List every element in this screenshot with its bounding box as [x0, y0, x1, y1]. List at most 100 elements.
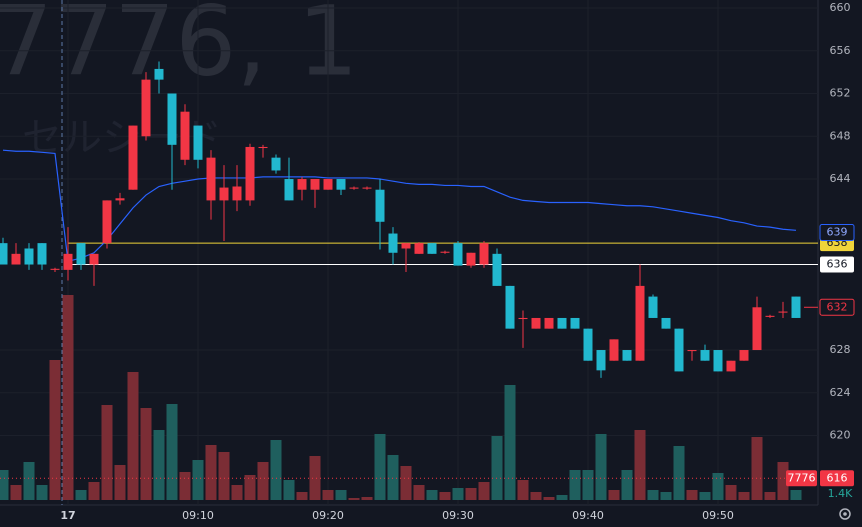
volume-bar: [192, 460, 204, 500]
volume-bar: [361, 497, 373, 500]
candle-body: [11, 253, 21, 265]
volume-bar: [153, 430, 165, 500]
x-tick-label: 09:50: [702, 509, 734, 522]
volume-bar: [400, 466, 412, 500]
candle-body: [245, 146, 255, 201]
candle-body: [167, 93, 177, 145]
volume-bar: [10, 485, 22, 500]
volume-bar: [751, 437, 763, 500]
y-tick-label: 628: [830, 343, 851, 356]
volume-bar: [88, 482, 100, 500]
symbol-badge-label: 7776: [788, 471, 816, 484]
candle-body: [0, 243, 8, 265]
volume-bar: [621, 470, 633, 500]
volume-bar: [348, 498, 360, 500]
candle-body: [349, 187, 359, 189]
volume-bar: [556, 495, 568, 500]
y-tick-label: 648: [830, 129, 851, 142]
volume-bar: [582, 470, 594, 500]
volume-bar: [205, 445, 217, 500]
candle-body: [193, 125, 203, 160]
price-badge-label: 636: [827, 258, 848, 271]
candles: [0, 61, 801, 378]
candle-body: [24, 248, 34, 265]
y-tick-label: 656: [830, 44, 851, 57]
candle-body: [154, 68, 164, 80]
volume-bar: [413, 485, 425, 500]
volume-bar: [127, 372, 139, 500]
candle-body: [570, 317, 580, 329]
volume-bar: [387, 455, 399, 500]
volume-bar: [309, 456, 321, 500]
volume-bar: [36, 485, 48, 500]
volume-bar: [452, 488, 464, 500]
y-tick-label: 620: [830, 429, 851, 442]
volume-bar: [179, 472, 191, 500]
candle-body: [700, 350, 710, 361]
candle-body: [440, 251, 450, 253]
volume-bar: [660, 492, 672, 500]
x-tick-label: 17: [60, 509, 75, 522]
settings-icon[interactable]: [839, 508, 851, 520]
candle-body: [219, 187, 229, 201]
volume-bar: [491, 436, 503, 500]
candle-body: [635, 285, 645, 361]
volume-bar: [504, 385, 516, 500]
vwap-line: [2, 149, 797, 263]
candle-body: [557, 317, 567, 329]
candle-body: [661, 317, 671, 329]
volume-bar: [673, 446, 685, 500]
volume-bar: [426, 490, 438, 500]
candle-body: [791, 296, 801, 318]
volume-bar: [478, 482, 490, 500]
candle-body: [687, 350, 697, 352]
candle-body: [63, 253, 73, 270]
candle-body: [258, 146, 268, 149]
candle-body: [518, 317, 528, 320]
candle-body: [427, 243, 437, 254]
candle-body: [37, 243, 47, 265]
candle-body: [76, 243, 86, 265]
y-tick-label: 644: [830, 172, 851, 185]
symbol-price-badge: [820, 470, 854, 487]
candle-body: [128, 125, 138, 190]
volume-bar: [530, 492, 542, 500]
volume-bar: [764, 492, 776, 500]
volume-bar: [257, 462, 269, 500]
volume-bar: [725, 485, 737, 500]
volume-bar: [62, 295, 74, 500]
candle-body: [50, 268, 60, 270]
y-tick-label: 652: [830, 87, 851, 100]
y-tick-label: 660: [830, 1, 851, 14]
volume-bar: [49, 360, 61, 500]
volume-bar: [777, 462, 789, 500]
volume-bar: [23, 462, 35, 500]
candle-body: [492, 253, 502, 286]
volume-bar: [699, 492, 711, 500]
candle-body: [583, 328, 593, 361]
candle-body: [479, 243, 489, 265]
volume-label: 1.4K: [828, 487, 853, 500]
candle-body: [336, 179, 346, 190]
volume-bar: [543, 497, 555, 500]
candle-body: [284, 179, 294, 201]
volume-bar: [322, 490, 334, 500]
candle-body: [765, 315, 775, 317]
price-badge: [820, 256, 854, 273]
volume-bar: [335, 490, 347, 500]
volume-bar: [569, 470, 581, 500]
candle-body: [271, 157, 281, 171]
candle-body: [713, 350, 723, 372]
candle-body: [414, 243, 424, 254]
volume-bar: [790, 490, 802, 500]
candle-body: [726, 360, 736, 372]
volume-bar: [218, 452, 230, 500]
candle-body: [609, 339, 619, 361]
volume-bar: [283, 480, 295, 500]
volume-bars: [0, 295, 802, 500]
watermark-name: セルシード: [22, 115, 222, 161]
volume-bar: [101, 405, 113, 500]
candle-body: [206, 157, 216, 201]
candle-body: [453, 243, 463, 266]
